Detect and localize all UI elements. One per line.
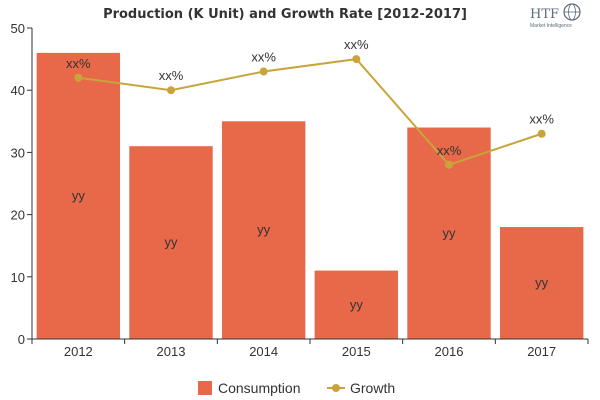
legend-consumption-label: Consumption	[218, 380, 301, 396]
growth-point-2014	[259, 67, 268, 76]
growth-data-label: xx%	[344, 37, 369, 52]
legend-growth-marker	[332, 384, 340, 392]
growth-data-label: xx%	[251, 50, 276, 65]
growth-series: xx% xx% xx% xx% xx% xx%	[66, 37, 554, 169]
logo-name: HTF	[530, 7, 559, 22]
y-tick-label: 0	[18, 332, 25, 347]
bars	[36, 52, 584, 340]
bar-data-label: yy	[165, 235, 179, 250]
growth-point-2015	[352, 55, 361, 64]
logo-sub: Market Intelligence	[530, 23, 572, 29]
x-tick-label: 2015	[342, 344, 371, 359]
bar-2014	[221, 121, 306, 339]
growth-data-label: xx%	[437, 143, 462, 158]
y-tick-label: 20	[11, 208, 25, 223]
growth-data-label: xx%	[159, 68, 184, 83]
x-tick-label: 2012	[64, 344, 93, 359]
x-tick-label: 2013	[157, 344, 186, 359]
growth-point-2016	[445, 160, 453, 169]
growth-data-label: xx%	[529, 112, 554, 127]
globe-icon	[563, 3, 581, 21]
y-tick-label: 40	[11, 83, 25, 98]
growth-point-2013	[167, 86, 175, 95]
bar-2017	[499, 227, 584, 339]
y-tick-label: 50	[11, 21, 25, 36]
bar-data-label: yy	[535, 275, 549, 290]
y-tick-label: 10	[11, 270, 25, 285]
x-tick-label: 2016	[435, 344, 464, 359]
y-tick-label: 30	[11, 145, 25, 160]
growth-data-label: xx%	[66, 56, 91, 71]
y-axis: 0 10 20 30 40 50	[11, 21, 33, 347]
chart-title: Production (K Unit) and Growth Rate [201…	[103, 7, 467, 22]
bar-data-label: yy	[350, 297, 364, 312]
bar-2012	[36, 52, 121, 339]
x-axis: 2012 2013 2014 2015 2016 2017	[31, 338, 589, 359]
growth-line	[78, 58, 542, 166]
growth-point-2017	[537, 129, 546, 138]
bar-2013	[129, 146, 213, 339]
htf-logo: HTF Market Intelligence	[530, 3, 581, 29]
growth-point-2012	[74, 73, 83, 82]
bar-data-label: yy	[72, 188, 86, 203]
x-tick-label: 2014	[249, 344, 278, 359]
bar-data-label: yy	[443, 225, 457, 240]
x-tick-label: 2017	[527, 344, 556, 359]
legend-consumption-swatch	[198, 381, 212, 395]
legend: Consumption Growth	[198, 380, 395, 396]
bar-data-label: yy	[257, 222, 271, 237]
legend-growth-label: Growth	[350, 380, 395, 396]
bar-2015	[314, 270, 399, 339]
bar-labels: yy yy yy yy yy yy	[72, 188, 549, 312]
